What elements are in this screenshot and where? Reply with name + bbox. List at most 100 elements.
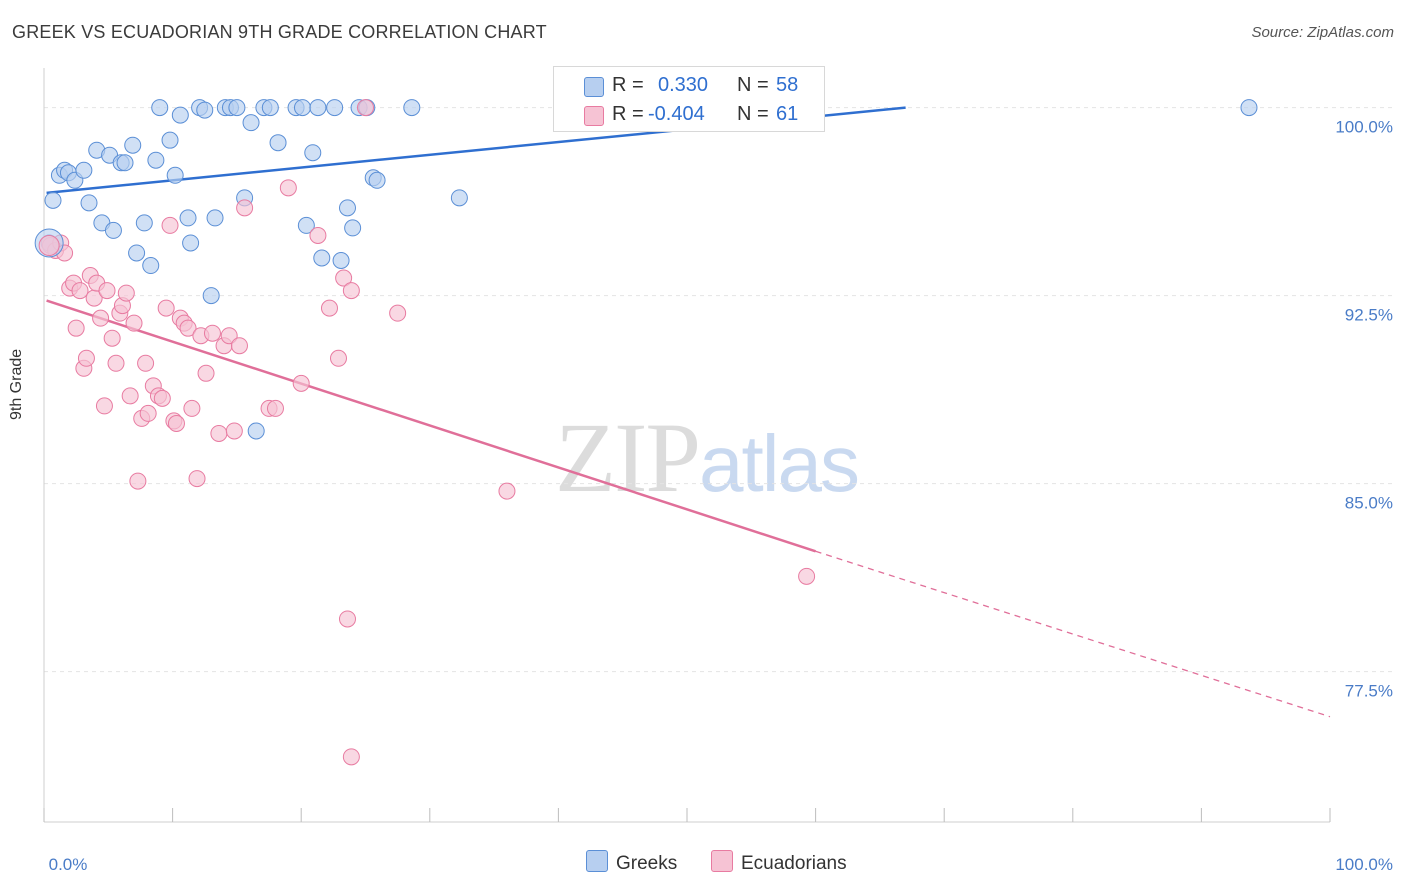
tick-labels: 77.5% 85.0% 92.5% 100.0% 0.0% 100.0% xyxy=(49,118,1393,874)
greek-point xyxy=(242,114,260,132)
y-tick-label: 92.5% xyxy=(1345,306,1393,325)
greek-point xyxy=(332,252,350,270)
ecuadorian-point xyxy=(389,304,407,322)
greek-point xyxy=(142,257,160,275)
ecuadorian-point xyxy=(266,399,284,417)
ecuadorian-point xyxy=(179,319,197,337)
ecuadorians-r-label: R = xyxy=(612,103,644,125)
ecuadorian-point xyxy=(139,404,157,422)
ecuadorian-point xyxy=(67,319,85,337)
greek-point xyxy=(1240,99,1258,117)
ecuadorian-point xyxy=(167,414,185,432)
ecuadorian-point xyxy=(153,389,171,407)
ecuadorians-n-value: 61 xyxy=(776,103,799,125)
greeks-r-label: R = xyxy=(612,74,644,96)
bottom-ecuadorians-swatch xyxy=(711,850,733,872)
greek-point xyxy=(368,171,386,189)
ecuadorian-point xyxy=(38,234,60,256)
ecuadorian-point xyxy=(92,309,110,327)
ecuadorian-point xyxy=(225,422,243,440)
ecuadorian-point xyxy=(197,364,215,382)
ecuadorian-point xyxy=(183,399,201,417)
ecuadorian-point xyxy=(129,472,147,490)
greek-point xyxy=(261,99,279,117)
greek-point xyxy=(124,136,142,154)
ecuadorian-point xyxy=(220,327,238,345)
greek-point xyxy=(247,422,265,440)
greek-point xyxy=(171,106,189,124)
greek-point xyxy=(403,99,421,117)
ecuadorian-point xyxy=(342,282,360,300)
ecuadorian-point xyxy=(77,349,95,367)
greek-point xyxy=(135,214,153,232)
legend-row-greeks: R = 0.330 N = 58 xyxy=(554,71,824,101)
greek-point xyxy=(269,134,287,152)
ecuadorian-point xyxy=(279,179,297,197)
ecuadorian-point xyxy=(498,482,516,500)
greek-point xyxy=(228,99,246,117)
greek-point xyxy=(206,209,224,227)
greek-point xyxy=(104,221,122,239)
ecuadorian-point xyxy=(137,354,155,372)
ecuadorians-trend-extension xyxy=(815,550,1331,718)
greek-point xyxy=(116,154,134,172)
bottom-legend-greeks: Greeks xyxy=(586,850,677,875)
bottom-greeks-swatch xyxy=(586,850,608,872)
greeks-r-value: 0.330 xyxy=(658,74,709,96)
x-tick-label-min: 0.0% xyxy=(49,855,88,874)
ecuadorian-point xyxy=(798,567,816,585)
ecuadorian-point xyxy=(161,216,179,234)
ecuadorian-point xyxy=(357,99,374,117)
greeks-n-label: N = xyxy=(737,74,769,96)
greek-point xyxy=(44,191,62,209)
greek-point xyxy=(151,99,169,117)
ecuadorian-point xyxy=(107,354,125,372)
greek-point xyxy=(304,144,322,162)
legend-row-ecuadorians: R = -0.404 N = 61 xyxy=(554,100,824,130)
ecuadorian-point xyxy=(338,610,356,628)
greeks-swatch xyxy=(584,77,604,97)
source-credit: Source: ZipAtlas.com xyxy=(1251,24,1394,41)
watermark-zip: ZIP xyxy=(555,402,701,513)
ecuadorian-point xyxy=(98,282,116,300)
greek-point xyxy=(147,151,165,169)
ecuadorian-point xyxy=(71,282,89,300)
stats-legend: R = 0.330 N = 58 R = -0.404 N = 61 xyxy=(553,66,825,132)
greek-point xyxy=(309,99,327,117)
ecuadorian-point xyxy=(125,314,143,332)
greek-point xyxy=(179,209,197,227)
ecuadorians-trend-line xyxy=(46,299,816,553)
watermark-atlas: atlas xyxy=(699,419,860,508)
greek-point xyxy=(166,166,184,184)
greek-point xyxy=(450,189,468,207)
ecuadorian-point xyxy=(292,374,310,392)
axes xyxy=(43,68,1331,823)
x-tick-label-max: 100.0% xyxy=(1335,855,1393,874)
ecuadorian-point xyxy=(210,424,228,442)
greek-point xyxy=(161,131,179,149)
greek-point xyxy=(196,101,214,119)
ecuadorian-point xyxy=(342,748,360,766)
greek-point xyxy=(297,216,315,234)
ecuadorian-point xyxy=(95,397,113,415)
greek-point xyxy=(182,234,200,252)
y-tick-label: 100.0% xyxy=(1335,118,1393,137)
greeks-n-value: 58 xyxy=(776,74,799,96)
greek-point xyxy=(202,287,220,305)
greek-point xyxy=(326,99,344,117)
ecuadorians-n-label: N = xyxy=(737,103,769,125)
ecuadorian-point xyxy=(309,226,327,244)
chart-title: GREEK VS ECUADORIAN 9TH GRADE CORRELATIO… xyxy=(12,22,547,42)
bottom-legend-ecuadorians: Ecuadorians xyxy=(711,850,847,875)
ecuadorian-point xyxy=(329,349,347,367)
y-tick-label: 77.5% xyxy=(1345,682,1393,701)
ecuadorian-point xyxy=(121,387,139,405)
greek-point xyxy=(313,249,331,267)
greek-point xyxy=(344,219,362,237)
ecuadorian-point xyxy=(103,329,121,347)
ecuadorian-point xyxy=(117,284,135,302)
bottom-ecuadorians-label: Ecuadorians xyxy=(741,853,847,874)
greek-point xyxy=(338,199,356,217)
ecuadorian-point xyxy=(188,470,206,488)
